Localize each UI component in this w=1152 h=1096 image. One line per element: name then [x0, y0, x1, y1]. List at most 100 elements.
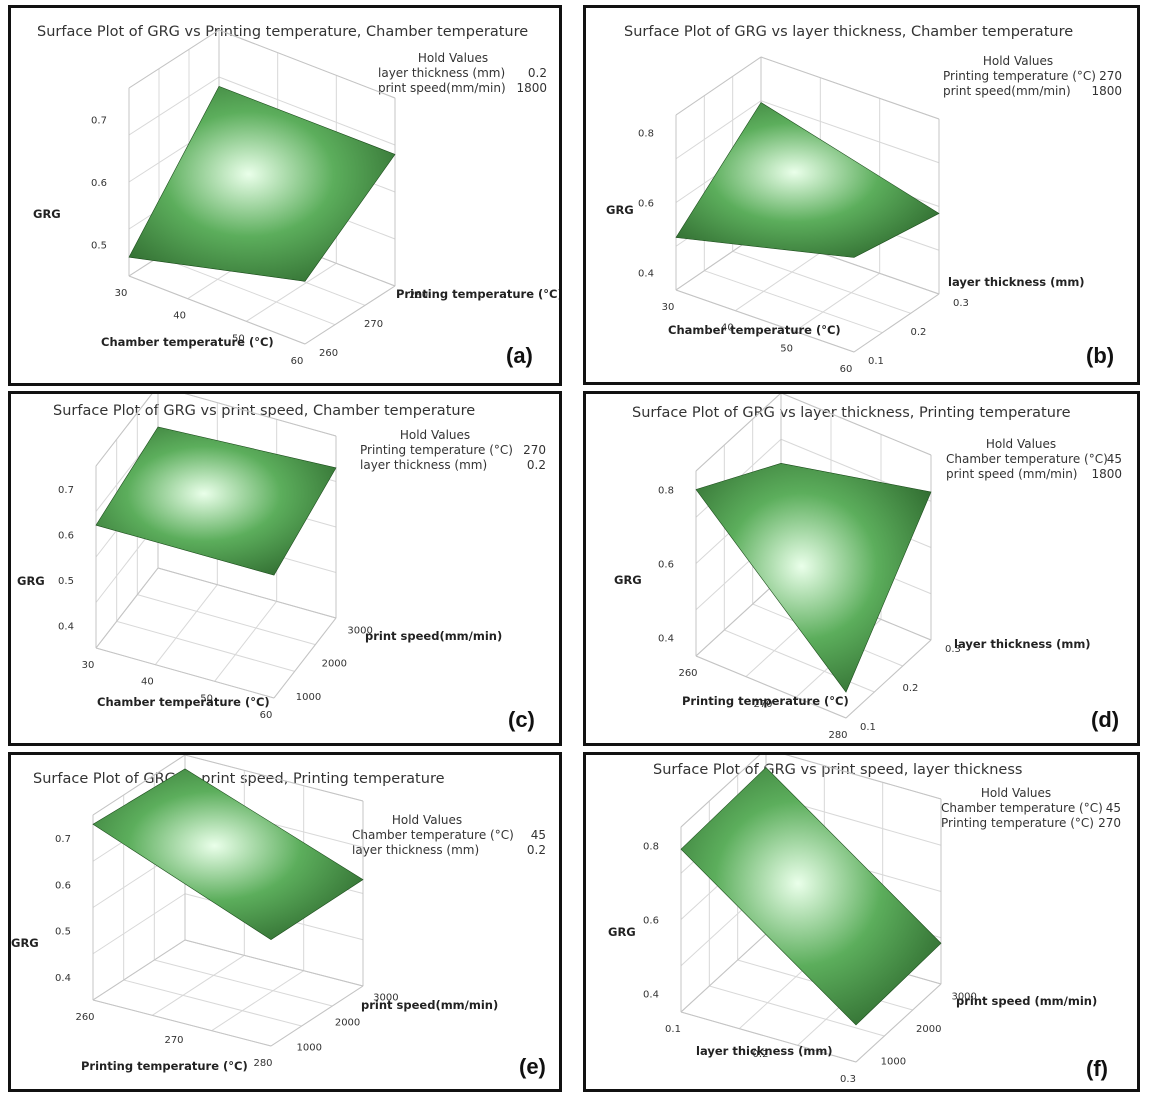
- z-tick-label: 0.6: [658, 560, 674, 571]
- hold-values-header: Hold Values: [400, 428, 470, 442]
- x-tick-label: 50: [200, 693, 213, 704]
- response-surface: [680, 767, 942, 1026]
- y-tick-label: 0.1: [860, 722, 876, 733]
- surface-plot: Surface Plot of GRG vs print speed, Cham…: [17, 394, 546, 732]
- y-tick-label: 3000: [951, 991, 976, 1002]
- z-tick-label: 0.5: [55, 927, 71, 938]
- response-surface: [95, 426, 337, 576]
- z-tick-label: 0.8: [658, 486, 674, 497]
- hold-value-label: Printing temperature (°C): [941, 816, 1094, 830]
- x-tick-label: 40: [721, 323, 734, 334]
- x-tick-label: 40: [141, 677, 154, 688]
- panel-letter: (a): [506, 343, 533, 368]
- hold-value-label: print speed (mm/min): [946, 467, 1078, 481]
- hold-values-header: Hold Values: [392, 813, 462, 827]
- chart-title: Surface Plot of GRG vs layer thickness, …: [632, 405, 1071, 421]
- y-tick-label: 0.1: [868, 356, 884, 367]
- z-tick-label: 0.6: [91, 178, 107, 189]
- x-tick-label: 50: [232, 333, 245, 344]
- hold-value-number: 0.2: [527, 458, 546, 472]
- panel-letter: (f): [1086, 1056, 1108, 1081]
- z-tick-label: 0.4: [643, 990, 659, 1001]
- y-tick-label: 1000: [297, 1043, 322, 1054]
- hold-value-number: 1800: [516, 81, 547, 95]
- hold-value-label: Chamber temperature (°C): [941, 801, 1103, 815]
- x-axis-label: Printing temperature (°C): [81, 1059, 248, 1073]
- hold-value-label: print speed(mm/min): [378, 81, 506, 95]
- x-tick-label: 260: [678, 668, 697, 679]
- panel-a: Surface Plot of GRG vs Printing temperat…: [8, 5, 562, 386]
- z-tick-label: 0.6: [638, 199, 654, 210]
- y-tick-label: 0.3: [953, 298, 969, 309]
- z-tick-label: 0.5: [58, 576, 74, 587]
- x-axis-label: Printing temperature (°C): [682, 694, 849, 708]
- y-axis-label: print speed(mm/min): [361, 998, 498, 1012]
- panel-c: Surface Plot of GRG vs print speed, Cham…: [8, 391, 562, 746]
- x-tick-label: 0.1: [665, 1024, 681, 1035]
- response-surface: [695, 462, 932, 693]
- hold-values-header: Hold Values: [981, 786, 1051, 800]
- hold-value-number: 0.2: [527, 843, 546, 857]
- x-tick-label: 60: [260, 710, 273, 721]
- hold-value-number: 270: [523, 443, 546, 457]
- chart-title: Surface Plot of GRG vs print speed, Prin…: [33, 771, 445, 787]
- y-tick-label: 2000: [335, 1018, 360, 1029]
- panel-letter: (d): [1091, 707, 1119, 732]
- y-axis-label: print speed (mm/min): [956, 994, 1097, 1008]
- x-axis-label: layer thickness (mm): [696, 1044, 833, 1058]
- z-tick-label: 0.7: [91, 115, 107, 126]
- x-tick-label: 0.2: [753, 1049, 769, 1060]
- surface-plot: Surface Plot of GRG vs print speed, laye…: [608, 755, 1121, 1085]
- hold-value-label: Chamber temperature (°C): [352, 828, 514, 842]
- x-tick-label: 30: [82, 660, 95, 671]
- y-tick-label: 260: [319, 348, 338, 359]
- x-tick-label: 280: [828, 730, 847, 741]
- y-tick-label: 0.2: [903, 683, 919, 694]
- chart-title: Surface Plot of GRG vs Printing temperat…: [37, 24, 528, 40]
- hold-value-number: 45: [1107, 452, 1122, 466]
- hold-value-label: Chamber temperature (°C): [946, 452, 1108, 466]
- hold-value-number: 0.2: [528, 66, 547, 80]
- hold-value-number: 45: [1106, 801, 1121, 815]
- z-tick-label: 0.4: [638, 269, 654, 280]
- x-tick-label: 0.3: [840, 1074, 856, 1085]
- hold-value-label: layer thickness (mm): [352, 843, 479, 857]
- hold-value-number: 1800: [1091, 84, 1122, 98]
- z-tick-label: 0.6: [58, 530, 74, 541]
- z-axis-label: GRG: [33, 207, 61, 221]
- response-surface: [675, 102, 940, 258]
- y-tick-label: 2000: [916, 1024, 941, 1035]
- x-tick-label: 270: [753, 699, 772, 710]
- z-axis-label: GRG: [614, 573, 642, 587]
- z-tick-label: 0.7: [58, 485, 74, 496]
- hold-value-number: 270: [1099, 69, 1122, 83]
- z-tick-label: 0.7: [55, 834, 71, 845]
- y-axis-label: layer thickness (mm): [954, 637, 1091, 651]
- z-axis-label: GRG: [608, 925, 636, 939]
- y-axis-label: print speed(mm/min): [365, 629, 502, 643]
- x-axis-label: Chamber temperature (°C): [668, 323, 841, 337]
- response-surface: [92, 768, 364, 940]
- chart-title: Surface Plot of GRG vs print speed, Cham…: [53, 403, 475, 419]
- y-tick-label: 0.3: [945, 644, 961, 655]
- z-tick-label: 0.8: [643, 842, 659, 853]
- y-axis-label: Printing temperature (°C): [396, 287, 559, 301]
- x-tick-label: 50: [780, 343, 793, 354]
- y-tick-label: 270: [364, 319, 383, 330]
- z-tick-label: 0.5: [91, 241, 107, 252]
- z-tick-label: 0.4: [658, 634, 674, 645]
- y-tick-label: 280: [409, 290, 428, 301]
- z-axis-label: GRG: [606, 203, 634, 217]
- hold-value-label: Printing temperature (°C): [943, 69, 1096, 83]
- z-tick-label: 0.6: [55, 880, 71, 891]
- hold-value-number: 270: [1098, 816, 1121, 830]
- x-tick-label: 60: [291, 356, 304, 367]
- z-axis-label: GRG: [11, 936, 39, 950]
- x-tick-label: 30: [115, 288, 128, 299]
- hold-value-label: Printing temperature (°C): [360, 443, 513, 457]
- hold-value-number: 45: [531, 828, 546, 842]
- hold-value-label: layer thickness (mm): [378, 66, 505, 80]
- x-tick-label: 40: [173, 311, 186, 322]
- response-surface: [128, 86, 396, 282]
- hold-values-header: Hold Values: [986, 437, 1056, 451]
